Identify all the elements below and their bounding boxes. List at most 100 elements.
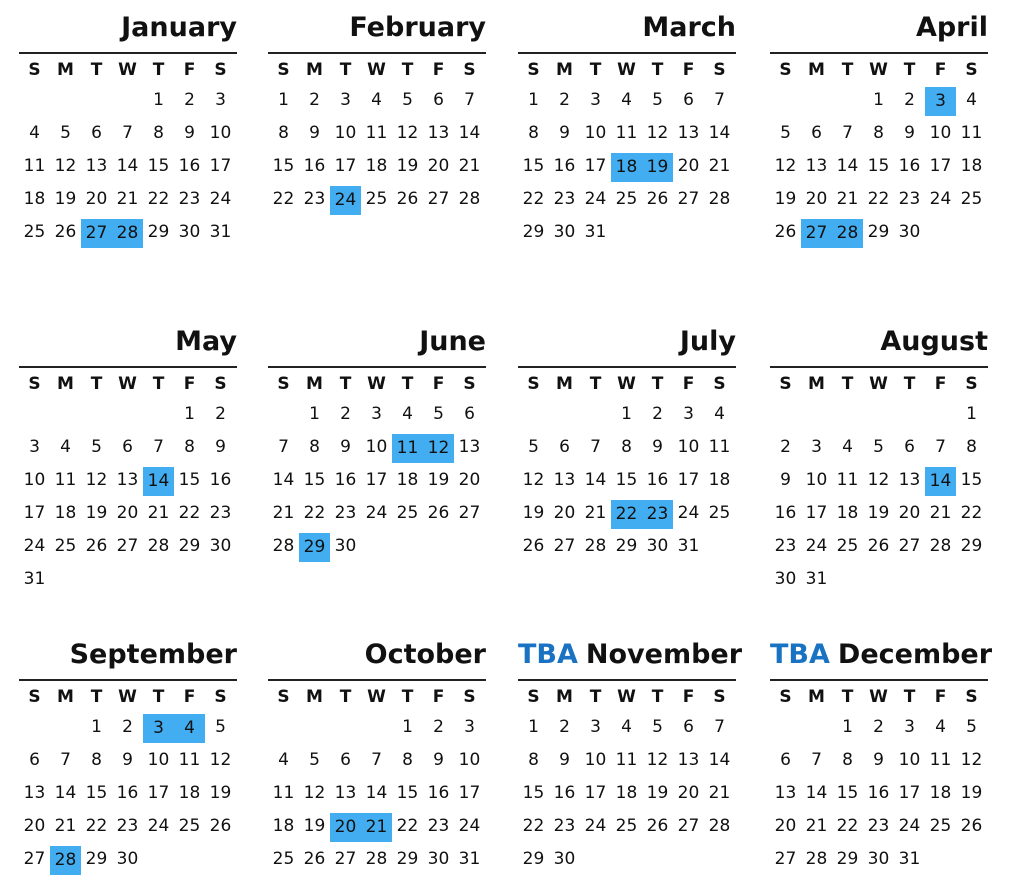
day-grid: S M T W T F S 1 2 3 4 5 6 7 8 9 10 11 12 13 14 15 16 17 18 19 20 21… (268, 368, 486, 563)
day-cell: 12 (396, 123, 419, 143)
weekday-header: T (152, 374, 165, 394)
weekday-header: S (713, 687, 726, 707)
day-cell: 20 (677, 156, 700, 176)
day-cell: 3 (811, 437, 822, 457)
day-cell: 9 (559, 750, 570, 770)
empty-cell (549, 398, 580, 431)
day-cell: 16 (553, 783, 576, 803)
day-cell: 17 (805, 503, 828, 523)
month-name: April (915, 12, 988, 43)
day-cell: 4 (842, 437, 853, 457)
day-cell: 28 (147, 536, 170, 556)
month-title: TBA November (518, 635, 742, 681)
day-cell: 17 (898, 783, 921, 803)
highlighted-day: 12 (423, 431, 454, 464)
weekday-header: W (367, 60, 386, 80)
day-cell: 8 (528, 750, 539, 770)
weekday-header: W (617, 374, 636, 394)
day-cell: 13 (553, 470, 576, 490)
highlighted-day: 28 (50, 843, 81, 876)
day-cell: 17 (365, 470, 388, 490)
day-cell: 31 (805, 569, 828, 589)
empty-cell (50, 84, 81, 117)
empty-cell (770, 84, 801, 117)
day-cell: 29 (615, 536, 638, 556)
day-cell: 2 (652, 404, 663, 424)
day-cell: 15 (303, 470, 326, 490)
day-cell: 28 (365, 849, 388, 869)
day-cell: 10 (898, 750, 921, 770)
empty-cell (770, 398, 801, 431)
day-cell: 31 (898, 849, 921, 869)
month-october: October S M T W T F S 1 2 3 4 5 6 7 8 9 10 11 12 13 14 15 16 17 1… (268, 635, 486, 876)
month-title: February (268, 8, 486, 54)
day-cell: 19 (774, 189, 797, 209)
day-cell: 6 (559, 437, 570, 457)
month-name: September (69, 639, 237, 670)
weekday-header: T (339, 60, 352, 80)
month-january: January S M T W T F S 1 2 3 4 5 6 7 8 9 10 11 12 13 14 15 16 17 1… (19, 8, 237, 249)
day-cell: 23 (334, 503, 357, 523)
day-cell: 18 (54, 503, 77, 523)
highlighted-day: 22 (611, 497, 642, 530)
day-cell: 19 (396, 156, 419, 176)
day-cell: 14 (584, 470, 607, 490)
highlighted-day: 28 (832, 216, 863, 249)
day-cell: 25 (178, 816, 201, 836)
day-cell: 4 (29, 123, 40, 143)
weekday-header: T (152, 60, 165, 80)
day-cell: 13 (677, 123, 700, 143)
day-grid: S M T W T F S 1 2 3 4 5 6 7 8 9 10 11 12 13 14 15 16 17 18 19 20 21… (19, 681, 237, 876)
weekday-header: T (401, 687, 414, 707)
day-cell: 5 (60, 123, 71, 143)
day-cell: 13 (334, 783, 357, 803)
day-cell: 8 (402, 750, 413, 770)
day-cell: 28 (805, 849, 828, 869)
day-cell: 3 (215, 90, 226, 110)
day-cell: 4 (935, 717, 946, 737)
day-cell: 18 (708, 470, 731, 490)
day-cell: 14 (272, 470, 295, 490)
day-cell: 18 (396, 470, 419, 490)
day-cell: 14 (54, 783, 77, 803)
weekday-header: S (463, 60, 476, 80)
empty-cell (112, 398, 143, 431)
day-cell: 9 (433, 750, 444, 770)
weekday-header: T (339, 374, 352, 394)
day-cell: 22 (303, 503, 326, 523)
day-cell: 18 (960, 156, 983, 176)
day-cell: 22 (522, 189, 545, 209)
month-title: January (19, 8, 237, 54)
day-cell: 24 (805, 536, 828, 556)
empty-cell (361, 711, 392, 744)
month-name: May (175, 326, 237, 357)
day-cell: 2 (309, 90, 320, 110)
day-cell: 20 (458, 470, 481, 490)
day-cell: 1 (153, 90, 164, 110)
day-cell: 20 (116, 503, 139, 523)
weekday-header: S (527, 687, 540, 707)
empty-cell (19, 84, 50, 117)
day-cell: 7 (714, 717, 725, 737)
day-cell: 24 (458, 816, 481, 836)
day-cell: 7 (935, 437, 946, 457)
day-cell: 6 (683, 717, 694, 737)
day-cell: 19 (209, 783, 232, 803)
day-cell: 14 (365, 783, 388, 803)
day-cell: 10 (334, 123, 357, 143)
weekday-header: M (306, 687, 323, 707)
day-cell: 22 (396, 816, 419, 836)
day-cell: 14 (708, 123, 731, 143)
day-cell: 29 (147, 222, 170, 242)
day-cell: 5 (215, 717, 226, 737)
day-cell: 12 (209, 750, 232, 770)
day-cell: 27 (458, 503, 481, 523)
day-cell: 9 (309, 123, 320, 143)
weekday-header: T (841, 374, 854, 394)
day-cell: 31 (677, 536, 700, 556)
day-cell: 10 (365, 437, 388, 457)
day-cell: 5 (873, 437, 884, 457)
weekday-header: S (713, 60, 726, 80)
day-cell: 21 (929, 503, 952, 523)
weekday-header: T (152, 687, 165, 707)
